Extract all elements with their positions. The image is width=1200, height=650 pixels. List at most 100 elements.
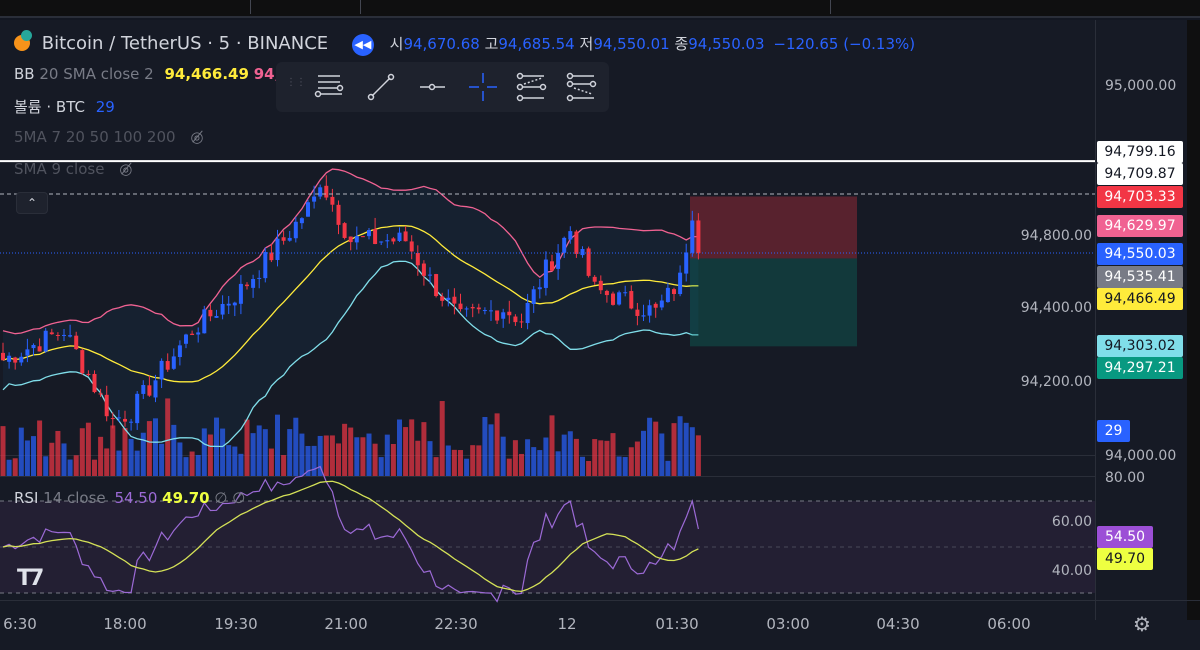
candle-body <box>318 187 323 197</box>
replay-back-button[interactable]: ◀◀ <box>351 34 374 56</box>
candle-body <box>98 393 103 395</box>
bb-name[interactable]: BB <box>14 65 35 83</box>
candle-body <box>159 360 164 380</box>
rsi-scale-label: 80.00 <box>1105 470 1146 486</box>
volume-bar <box>610 433 616 476</box>
rsi-extra-value: ∅ <box>232 489 246 507</box>
price-label-target: 94,297.21 <box>1097 357 1183 379</box>
regression-channel-tool-icon[interactable] <box>564 70 600 104</box>
candle-body <box>31 344 36 349</box>
price-label-bb-basis: 94,466.49 <box>1097 288 1183 310</box>
candle-body <box>135 393 140 424</box>
rsi-ma-value: 49.70 <box>162 489 210 507</box>
position-target-zone <box>690 258 857 347</box>
candle-body <box>214 315 219 318</box>
candle-body <box>330 196 335 205</box>
rsi-ma-label: 49.70 <box>1097 548 1153 570</box>
horizontal-lines-tool-icon[interactable] <box>312 70 348 104</box>
sma9-legend[interactable]: SMA 9 close ◎̸ <box>14 160 132 178</box>
candle-body <box>428 274 432 276</box>
volume-bar <box>55 430 61 476</box>
volume-bar <box>634 441 640 476</box>
symbol-header[interactable]: Bitcoin / TetherUS · 5 · BINANCE ◀◀ 시 94,… <box>14 30 915 56</box>
volume-bar <box>628 447 634 476</box>
volume-bar <box>342 423 348 476</box>
candle-body <box>324 185 329 198</box>
eye-hidden-icon[interactable]: ◎̸ <box>119 160 133 178</box>
price-scale-label: 94,000.00 <box>1105 448 1177 464</box>
rsi-legend[interactable]: RSI 14 close 54.50 49.70 ∅ ∅ <box>14 489 245 507</box>
volume-bar <box>122 428 128 476</box>
drag-handle-icon[interactable]: ⋮⋮ <box>286 77 306 88</box>
volume-bar <box>256 425 262 476</box>
sma9-name[interactable]: SMA 9 close <box>14 160 105 178</box>
volume-bar <box>622 457 628 476</box>
candle-body <box>403 231 408 242</box>
horizontal-ray-tool-icon[interactable] <box>416 70 452 104</box>
volume-bar <box>226 445 232 476</box>
volume-bar <box>488 424 494 476</box>
volume-legend[interactable]: 볼륨 · BTC 29 <box>14 96 115 117</box>
volume-bar <box>470 445 476 476</box>
bb-legend[interactable]: BB 20 SMA close 2 94,466.49 94,6 <box>14 65 291 83</box>
volume-bar <box>250 433 256 476</box>
candle-body <box>604 290 609 296</box>
volume-bar <box>592 439 598 476</box>
candle-body <box>165 361 170 370</box>
volume-bar <box>43 456 49 476</box>
volume-bar <box>287 429 293 476</box>
rsi-name[interactable]: RSI <box>14 489 39 507</box>
volume-bar <box>281 455 287 476</box>
candle-body <box>232 302 237 306</box>
price-scale-border <box>1095 20 1096 620</box>
volume-bar <box>439 401 445 476</box>
candle-body <box>62 334 66 336</box>
collapse-legend-button[interactable]: ⌃ <box>16 192 48 214</box>
time-label: 22:30 <box>434 615 478 633</box>
drawing-toolbar[interactable]: ⋮⋮ <box>276 62 609 112</box>
candle-body <box>129 421 134 423</box>
open-label: 시 <box>389 35 404 53</box>
volume-bar <box>451 449 457 476</box>
tradingview-logo[interactable]: T7 <box>17 566 44 591</box>
volume-bar <box>580 456 585 476</box>
chart-canvas[interactable] <box>0 20 1200 650</box>
candle-body <box>177 345 182 358</box>
chart-area[interactable] <box>0 20 1200 650</box>
volume-bar <box>183 457 189 476</box>
candle-body <box>629 291 634 309</box>
eye-hidden-icon[interactable]: ◎̸ <box>190 128 204 146</box>
volume-bar <box>616 456 622 476</box>
volume-label: 29 <box>1097 420 1130 442</box>
trend-line-tool-icon[interactable] <box>364 70 400 104</box>
symbol-title[interactable]: Bitcoin / TetherUS · 5 · BINANCE <box>41 33 329 54</box>
price-scale-label: 94,400.00 <box>1020 300 1092 316</box>
candle-body <box>696 220 701 254</box>
pane-divider <box>0 476 1095 477</box>
volume-bar <box>79 428 85 476</box>
candle-body <box>293 221 298 239</box>
candle-body <box>623 292 628 294</box>
ma5-name[interactable]: 5MA 7 20 50 100 200 <box>14 128 176 146</box>
candle-body <box>678 272 683 295</box>
crosshair-tool-icon[interactable] <box>466 70 502 104</box>
volume-name[interactable]: 볼륨 · BTC <box>14 98 85 116</box>
candle-body <box>238 283 243 304</box>
candle-body <box>116 417 121 419</box>
parallel-channel-tool-icon[interactable] <box>514 70 550 104</box>
candle-body <box>550 261 554 271</box>
volume-bar <box>67 459 73 476</box>
volume-bar <box>12 458 18 476</box>
volume-bar <box>104 448 110 476</box>
volume-bar <box>128 438 134 476</box>
position-stop-zone <box>690 196 857 259</box>
volume-bar <box>0 426 6 476</box>
ma5-legend[interactable]: 5MA 7 20 50 100 200 ◎̸ <box>14 128 203 146</box>
candle-body <box>348 236 353 243</box>
volume-bar <box>311 445 317 476</box>
settings-gear-icon[interactable]: ⚙ <box>1133 612 1151 636</box>
volume-bar <box>445 445 451 476</box>
candle-body <box>617 292 622 305</box>
close-label: 종 <box>674 35 689 53</box>
high-value: 94,685.54 <box>498 35 575 53</box>
